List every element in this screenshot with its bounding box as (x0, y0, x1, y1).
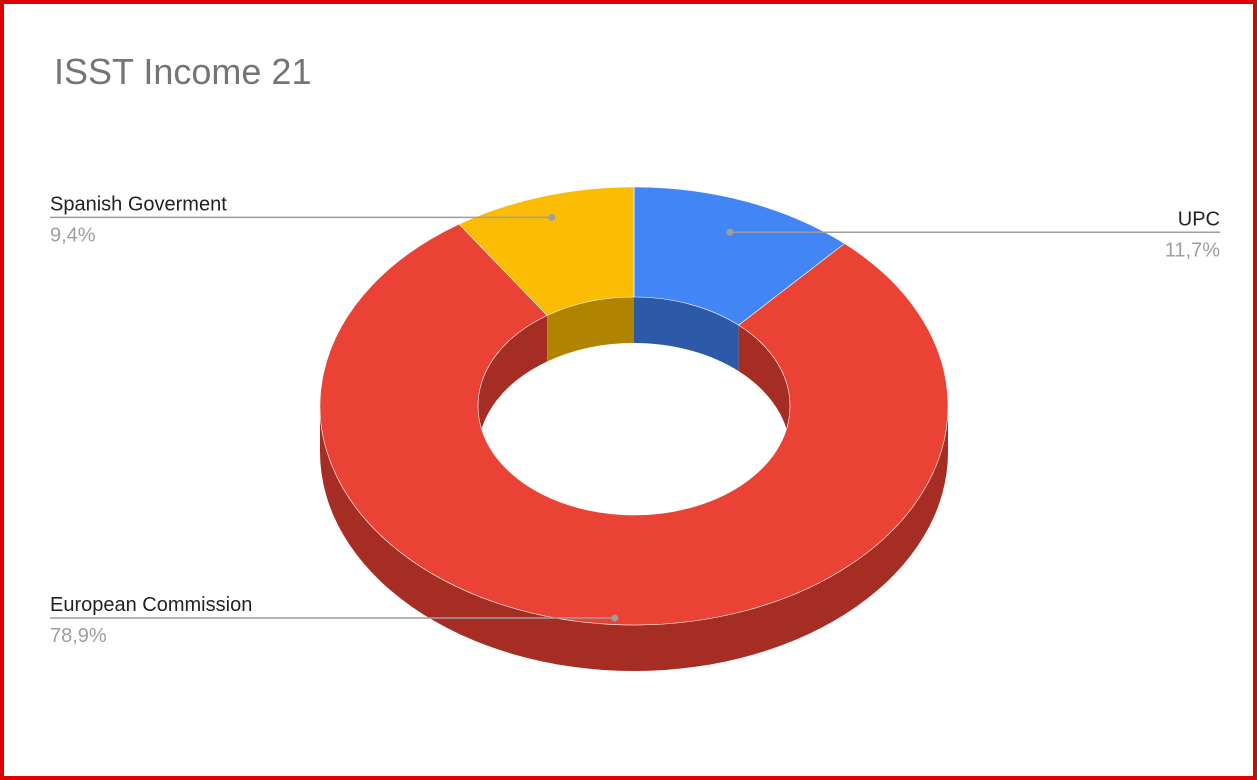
inner-side-european-commission-1 (478, 315, 548, 452)
donut-chart: UPC 11,7% European Commission 78,9% Spanish … (50, 186, 1220, 671)
inner-side-european-commission-0 (738, 325, 790, 452)
slice-value-spanish-goverment: 9,4% (50, 224, 96, 246)
donut-labels: UPC 11,7% European Commission 78,9% Spanish … (50, 193, 1220, 647)
inner-side-upc-0 (634, 297, 739, 372)
outer-side-european-commission (320, 406, 948, 671)
donut-side-walls (320, 297, 948, 671)
leader-dot-upc (726, 228, 734, 236)
chart-title: ISST Income 21 (54, 51, 312, 92)
slice-european-commission (319, 223, 949, 626)
leader-dot-european-commission (611, 614, 619, 622)
slice-label-european-commission: European Commission (50, 594, 252, 616)
slice-value-upc: 11,7% (1165, 239, 1220, 261)
slice-value-european-commission: 78,9% (50, 625, 107, 647)
inner-side-spanish-goverment-1 (547, 297, 634, 362)
donut-top-faces (319, 186, 949, 626)
slice-spanish-goverment (458, 186, 635, 316)
slice-label-upc: UPC (1178, 208, 1220, 230)
slice-label-spanish-goverment: Spanish Goverment (50, 193, 227, 215)
leader-dot-spanish-goverment (548, 213, 556, 221)
